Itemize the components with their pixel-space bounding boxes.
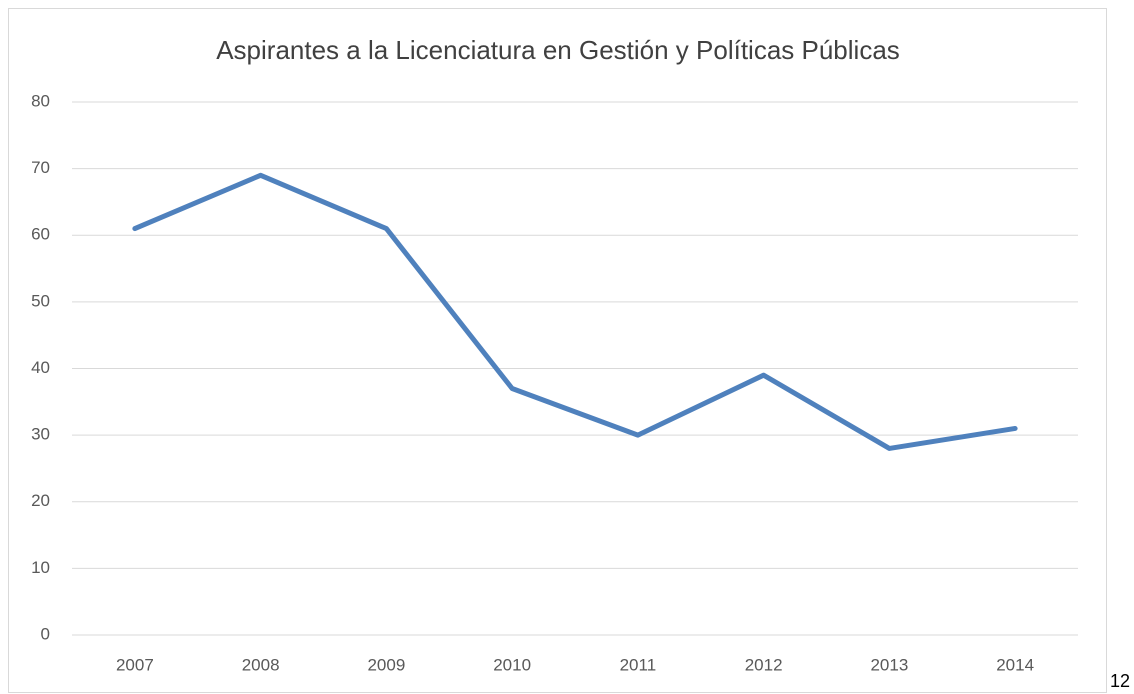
x-tick-label: 2011 bbox=[620, 655, 657, 674]
chart-title: Aspirantes a la Licenciatura en Gestión … bbox=[216, 35, 900, 65]
y-tick-label: 0 bbox=[41, 624, 50, 643]
x-tick-label: 2009 bbox=[367, 655, 405, 674]
data-line bbox=[132, 172, 1018, 451]
x-tick-label: 2007 bbox=[116, 655, 154, 674]
x-tick-label: 2008 bbox=[242, 655, 280, 674]
x-tick-label: 2012 bbox=[745, 655, 783, 674]
x-tick-label: 2010 bbox=[493, 655, 531, 674]
y-tick-label: 50 bbox=[31, 291, 50, 310]
x-tick-label: 2013 bbox=[870, 655, 908, 674]
y-tick-label: 80 bbox=[31, 91, 50, 110]
page-number: 12 bbox=[1110, 671, 1130, 691]
y-tick-label: 10 bbox=[31, 558, 50, 577]
y-tick-label: 20 bbox=[31, 491, 50, 510]
y-tick-label: 30 bbox=[31, 425, 50, 444]
x-tick-label: 2014 bbox=[996, 655, 1034, 674]
y-tick-label: 60 bbox=[31, 225, 50, 244]
y-tick-label: 70 bbox=[31, 158, 50, 177]
chart-frame bbox=[8, 8, 1107, 693]
y-tick-label: 40 bbox=[31, 358, 50, 377]
